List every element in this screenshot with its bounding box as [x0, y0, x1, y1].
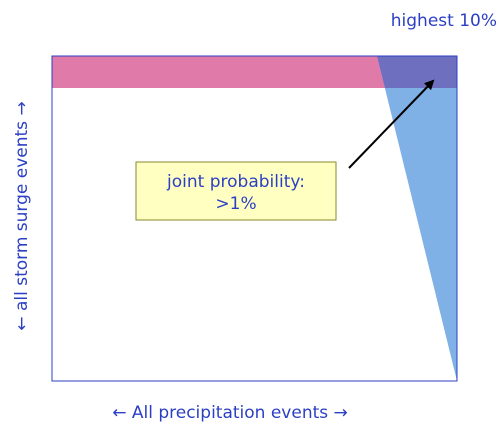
- precipitation-band: [377, 56, 457, 381]
- callout-arrow: [348, 79, 435, 169]
- top-right-label: highest 10%: [391, 11, 497, 31]
- overlap-region: [377, 56, 457, 88]
- callout-line-2: >1%: [215, 194, 256, 214]
- y-axis-label: ← all storm surge events →: [12, 101, 32, 330]
- callout-line-1: joint probability:: [166, 172, 305, 192]
- x-axis-label: ← All precipitation events →: [112, 403, 348, 423]
- callout-box: [135, 161, 337, 221]
- plot-frame: [51, 55, 458, 382]
